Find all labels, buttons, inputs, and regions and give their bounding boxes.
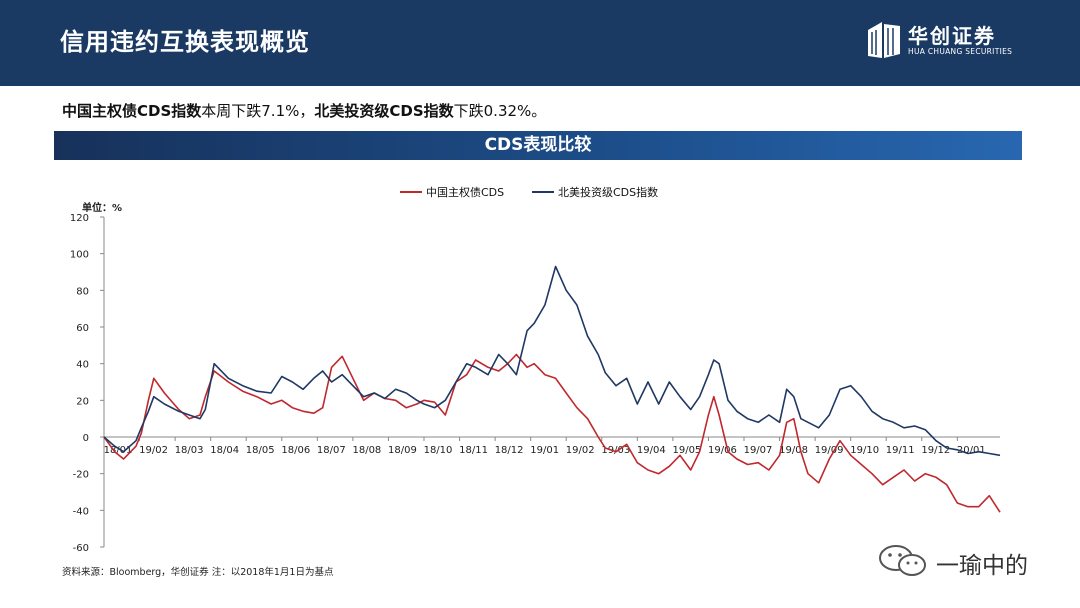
y-tick-label: 0 bbox=[83, 433, 89, 444]
watermark: 一瑜中的 bbox=[876, 544, 1066, 580]
x-tick-label: 19/07 bbox=[744, 445, 773, 456]
y-tick-label: 120 bbox=[70, 213, 89, 224]
x-tick-label: 18/04 bbox=[210, 445, 239, 456]
x-tick-label: 18/06 bbox=[281, 445, 310, 456]
y-tick-label: 20 bbox=[76, 396, 89, 407]
y-tick-label: 40 bbox=[76, 360, 89, 371]
y-axis-unit-label: 单位：% bbox=[82, 201, 122, 214]
legend-label-0: 中国主权债CDS bbox=[426, 185, 504, 199]
logo-subtitle: HUA CHUANG SECURITIES bbox=[908, 47, 1013, 56]
y-tick-label: 60 bbox=[76, 323, 89, 334]
x-tick-label: 19/12 bbox=[921, 445, 950, 456]
x-tick-label: 20/01 bbox=[957, 445, 986, 456]
cds-line-chart: 单位：%120 100 80 60 40 20 0 -20 -40 -60 18/01 19/02 18… bbox=[70, 185, 1001, 554]
chart-banner: CDS表现比较 bbox=[54, 131, 1022, 160]
x-tick-label: 18/12 bbox=[495, 445, 524, 456]
wechat-icon bbox=[879, 545, 926, 576]
series-line-0 bbox=[103, 353, 1001, 513]
summary-china-label: 中国主权债CDS指数 bbox=[62, 102, 202, 120]
y-tick-label: 80 bbox=[76, 286, 89, 297]
y-tick-label: 100 bbox=[70, 250, 89, 261]
x-tick-label: 19/03 bbox=[601, 445, 630, 456]
y-tick-label: -20 bbox=[73, 470, 89, 481]
summary-text: 中国主权债CDS指数本周下跌7.1%，北美投资级CDS指数下跌0.32%。 bbox=[62, 100, 546, 121]
x-tick-label: 19/02 bbox=[566, 445, 595, 456]
x-tick-label: 18/07 bbox=[317, 445, 346, 456]
x-tick-label: 19/06 bbox=[708, 445, 737, 456]
x-tick-label: 19/10 bbox=[850, 445, 879, 456]
x-tick-label: 19/04 bbox=[637, 445, 666, 456]
x-tick-label: 18/03 bbox=[175, 445, 204, 456]
x-tick-label: 18/10 bbox=[424, 445, 453, 456]
source-note: 资料来源：Bloomberg，华创证券 注：以2018年1月1日为基点 bbox=[62, 567, 334, 578]
x-tick-label: 18/09 bbox=[388, 445, 417, 456]
x-tick-label: 18/05 bbox=[246, 445, 275, 456]
summary-na-label: 北美投资级CDS指数 bbox=[314, 102, 454, 120]
summary-china-change: 本周下跌7.1%， bbox=[201, 102, 315, 120]
logo-name: 华创证券 bbox=[908, 24, 996, 48]
x-tick-label: 19/11 bbox=[886, 445, 915, 456]
summary-na-change: 下跌0.32%。 bbox=[453, 102, 547, 120]
company-logo: 华创证券 HUA CHUANG SECURITIES bbox=[864, 20, 1034, 62]
legend-label-1: 北美投资级CDS指数 bbox=[558, 185, 658, 199]
x-tick-label: 19/05 bbox=[672, 445, 701, 456]
watermark-text: 一瑜中的 bbox=[936, 553, 1028, 579]
x-tick-label: 18/08 bbox=[352, 445, 381, 456]
x-tick-label: 18/11 bbox=[459, 445, 488, 456]
y-tick-label: -40 bbox=[73, 506, 89, 517]
series-line-1 bbox=[103, 265, 1001, 457]
header-bar: 信用违约互换表现概览 华创证券 HUA CHUANG SECURITIES bbox=[0, 0, 1080, 86]
x-tick-label: 19/01 bbox=[530, 445, 559, 456]
x-tick-label: 18/01 bbox=[104, 445, 133, 456]
x-tick-label: 19/02 bbox=[139, 445, 168, 456]
logo-mark-icon bbox=[868, 22, 900, 58]
y-tick-label: -60 bbox=[73, 543, 89, 554]
page-title: 信用违约互换表现概览 bbox=[60, 28, 310, 56]
x-tick-label: 19/09 bbox=[815, 445, 844, 456]
x-tick-label: 19/08 bbox=[779, 445, 808, 456]
